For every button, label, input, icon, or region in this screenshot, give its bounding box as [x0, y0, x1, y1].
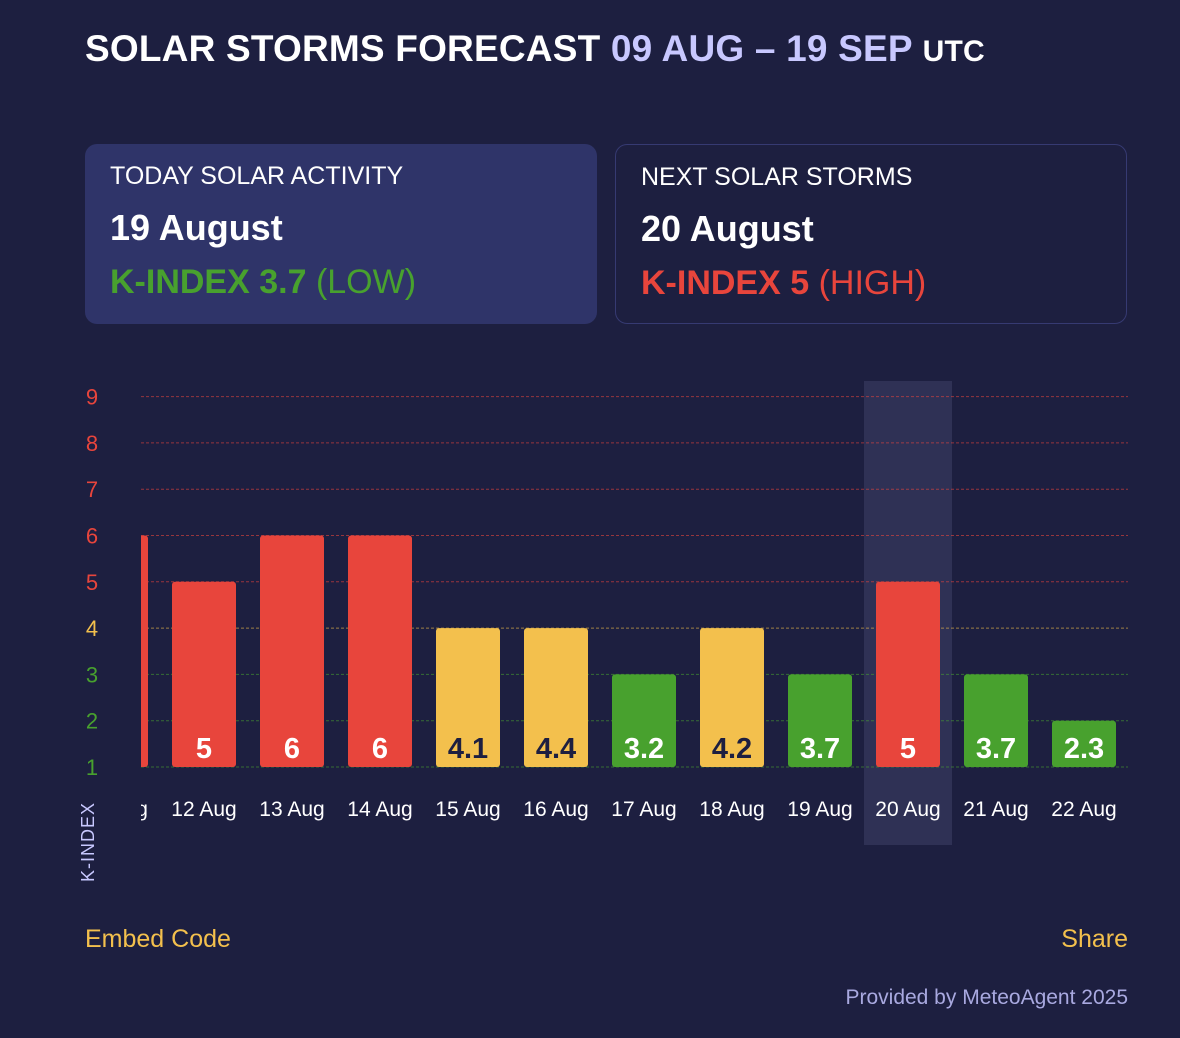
next-k-level: (HIGH) — [818, 264, 927, 302]
x-tick-label: 14 Aug — [347, 798, 412, 821]
x-tick-label: 18 Aug — [699, 798, 764, 821]
y-tick-label: 9 — [86, 385, 98, 410]
x-tick-label: 21 Aug — [963, 798, 1028, 821]
k-index-bar-chart: 1 2 3 4 5 6 7 8 9 6 11 Aug 5 12 Aug 6 13 Aug 6 14 Aug 4.1… — [84, 381, 1128, 845]
timezone: UTC — [922, 35, 985, 68]
today-activity-card: TODAY SOLAR ACTIVITY 19 August K-INDEX 3… — [85, 144, 597, 324]
y-tick-label: 6 — [86, 524, 98, 549]
y-tick-label: 3 — [86, 662, 98, 687]
today-k-level: (LOW) — [315, 263, 417, 301]
next-card-label: NEXT SOLAR STORMS — [641, 163, 913, 191]
bar[interactable] — [524, 628, 588, 767]
x-tick-label: 17 Aug — [611, 798, 676, 821]
bar-value-label: 4.4 — [536, 733, 576, 765]
bar-value-label: 5 — [900, 733, 916, 765]
bar[interactable] — [1052, 720, 1116, 767]
bar[interactable] — [260, 535, 324, 768]
today-card-label: TODAY SOLAR ACTIVITY — [110, 162, 404, 190]
y-tick-label: 5 — [86, 570, 98, 595]
bar[interactable] — [964, 674, 1028, 767]
bar-value-label: 4.1 — [448, 733, 488, 765]
x-tick-label: 16 Aug — [523, 798, 588, 821]
y-tick-label: 2 — [86, 709, 98, 734]
y-tick-label: 1 — [86, 755, 98, 780]
y-axis-title: K-INDEX — [78, 801, 98, 882]
next-k-value: K-INDEX 5 — [641, 264, 810, 302]
page-title: SOLAR STORMS FORECAST 09 AUG – 19 SEP UT… — [85, 28, 985, 70]
bar[interactable] — [876, 581, 940, 767]
bar-value-label: 3.2 — [624, 733, 664, 765]
title-text: SOLAR STORMS FORECAST — [85, 28, 601, 69]
x-tick-label: 19 Aug — [787, 798, 852, 821]
bar[interactable] — [700, 628, 764, 767]
bar[interactable] — [348, 535, 412, 768]
bar-value-label: 4.2 — [712, 733, 752, 765]
bar[interactable] — [84, 535, 148, 768]
bar-value-label: 3.7 — [800, 733, 840, 765]
x-tick-label: 20 Aug — [875, 798, 940, 821]
x-tick-label: 12 Aug — [171, 798, 236, 821]
next-storm-card: NEXT SOLAR STORMS 20 August K-INDEX 5 (H… — [615, 144, 1127, 324]
share-link[interactable]: Share — [1061, 925, 1128, 953]
embed-code-link[interactable]: Embed Code — [85, 925, 231, 953]
bar[interactable] — [612, 674, 676, 767]
bars-group: 6 11 Aug 5 12 Aug 6 13 Aug 6 14 Aug 4.1 15 Aug 4.4… — [84, 535, 1117, 821]
today-date: 19 August — [110, 207, 283, 248]
credit-text: Provided by MeteoAgent 2025 — [845, 986, 1128, 1009]
bar-value-label: 3.7 — [976, 733, 1016, 765]
x-tick-label: 15 Aug — [435, 798, 500, 821]
bar-value-label: 6 — [108, 733, 124, 765]
bar-value-label: 2.3 — [1064, 733, 1104, 765]
today-k-index: K-INDEX 3.7 (LOW) — [110, 263, 572, 302]
x-tick-label: 13 Aug — [259, 798, 324, 821]
date-range: 09 AUG – 19 SEP — [610, 28, 913, 69]
x-tick-label: 11 Aug — [84, 798, 148, 821]
y-tick-label: 8 — [86, 431, 98, 456]
bar-value-label: 6 — [284, 733, 300, 765]
bar[interactable] — [436, 628, 500, 767]
bar-value-label: 5 — [196, 733, 212, 765]
bar[interactable] — [788, 674, 852, 767]
y-tick-label: 4 — [86, 616, 98, 641]
next-k-index: K-INDEX 5 (HIGH) — [641, 264, 1101, 303]
x-tick-label: 22 Aug — [1051, 798, 1116, 821]
bar[interactable] — [172, 581, 236, 767]
today-k-value: K-INDEX 3.7 — [110, 263, 307, 301]
bar-value-label: 6 — [372, 733, 388, 765]
next-date: 20 August — [641, 208, 814, 249]
y-tick-label: 7 — [86, 477, 98, 502]
